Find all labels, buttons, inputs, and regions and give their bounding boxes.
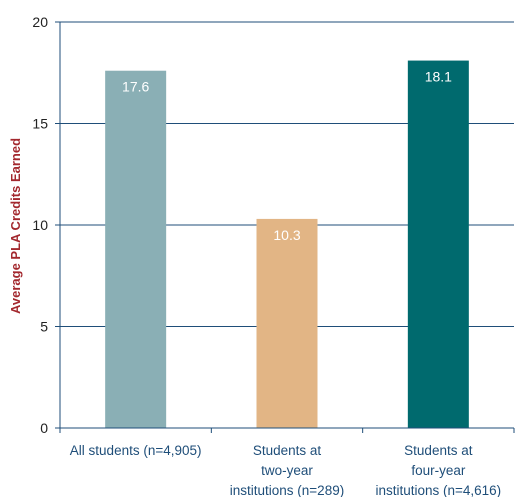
x-category-label: Students at (404, 443, 473, 458)
x-category-label: Students at (253, 443, 322, 458)
axes (59, 22, 514, 429)
y-tick-label: 20 (32, 14, 48, 30)
y-tick-label: 10 (32, 217, 48, 233)
x-category-label: four-year (411, 463, 466, 478)
x-category-labels: All students (n=4,905) Students at two-yea… (70, 443, 501, 497)
bar-value-label: 17.6 (122, 79, 149, 95)
data-labels: 17.6 10.3 18.1 (122, 69, 452, 243)
y-axis-title: Average PLA Credits Earned (8, 138, 23, 314)
y-tick-labels: 0 5 10 15 20 (32, 14, 48, 436)
y-tick-label: 5 (40, 319, 48, 335)
y-tick-label: 0 (40, 420, 48, 436)
y-tick-label: 15 (32, 116, 48, 132)
x-category-label: All students (n=4,905) (70, 443, 202, 458)
bar (407, 60, 469, 428)
bar (256, 218, 318, 428)
bar-value-label: 10.3 (273, 227, 300, 243)
x-category-label: institutions (n=4,616) (375, 483, 501, 497)
bar (105, 70, 167, 428)
x-category-label: two-year (261, 463, 313, 478)
bar-value-label: 18.1 (425, 69, 452, 85)
x-category-label: institutions (n=289) (230, 483, 344, 497)
bars (105, 60, 469, 428)
